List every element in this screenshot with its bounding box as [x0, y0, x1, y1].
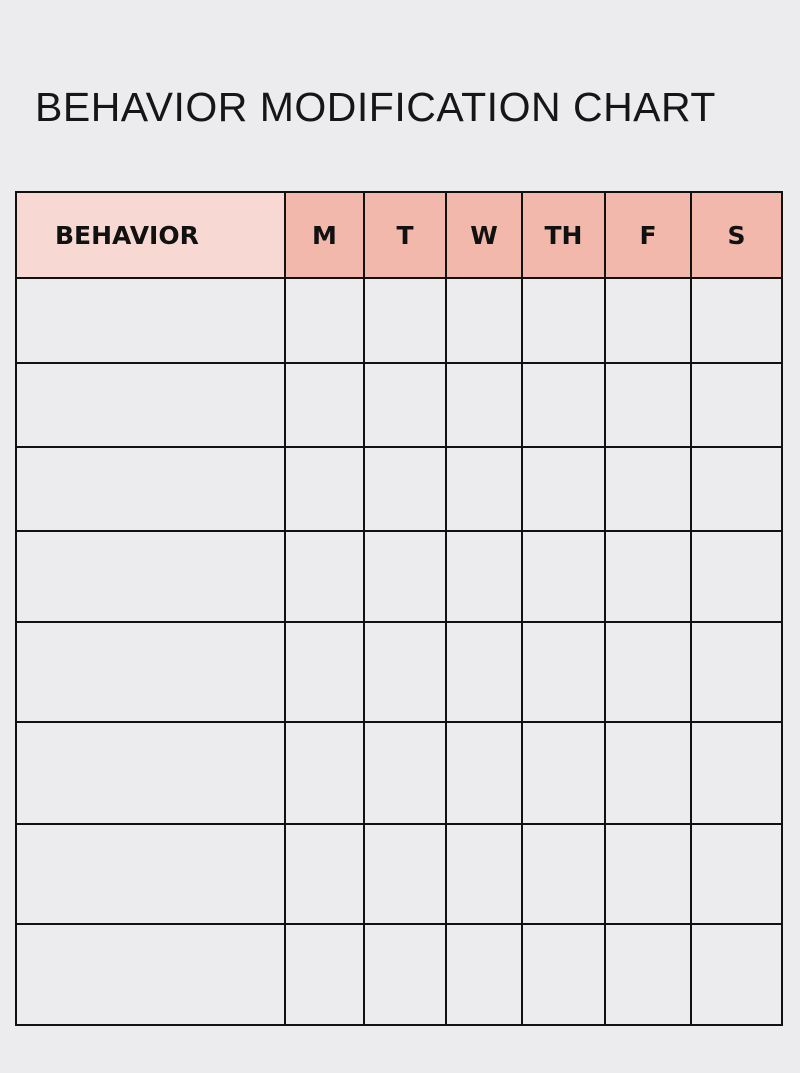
day-cell[interactable] — [690, 446, 783, 532]
day-cell[interactable] — [690, 277, 783, 364]
day-cell[interactable] — [284, 923, 365, 1026]
table-row — [15, 446, 783, 532]
table-row — [15, 823, 783, 925]
behavior-cell[interactable] — [15, 530, 286, 623]
table-row — [15, 362, 783, 448]
day-cell[interactable] — [445, 446, 523, 532]
day-cell[interactable] — [363, 530, 447, 623]
day-cell[interactable] — [363, 823, 447, 925]
day-cell[interactable] — [604, 923, 692, 1026]
day-cell[interactable] — [521, 721, 606, 825]
day-cell[interactable] — [445, 923, 523, 1026]
day-cell[interactable] — [284, 621, 365, 723]
page-title: BEHAVIOR MODIFICATION CHART — [35, 84, 716, 130]
header-wednesday: W — [445, 191, 523, 279]
day-cell[interactable] — [604, 621, 692, 723]
behavior-cell[interactable] — [15, 923, 286, 1026]
day-cell[interactable] — [363, 621, 447, 723]
header-tuesday: T — [363, 191, 447, 279]
header-thursday: TH — [521, 191, 606, 279]
day-cell[interactable] — [445, 823, 523, 925]
day-cell[interactable] — [604, 530, 692, 623]
day-cell[interactable] — [690, 823, 783, 925]
day-cell[interactable] — [284, 362, 365, 448]
header-saturday: S — [690, 191, 783, 279]
day-cell[interactable] — [363, 721, 447, 825]
day-cell[interactable] — [604, 721, 692, 825]
behavior-cell[interactable] — [15, 446, 286, 532]
day-cell[interactable] — [521, 362, 606, 448]
day-cell[interactable] — [690, 362, 783, 448]
day-cell[interactable] — [363, 446, 447, 532]
behavior-chart-table: BEHAVIOR M T W TH F S — [15, 191, 783, 1026]
behavior-cell[interactable] — [15, 621, 286, 723]
day-cell[interactable] — [284, 277, 365, 364]
day-cell[interactable] — [284, 446, 365, 532]
day-cell[interactable] — [604, 277, 692, 364]
day-cell[interactable] — [445, 530, 523, 623]
day-cell[interactable] — [284, 530, 365, 623]
day-cell[interactable] — [445, 621, 523, 723]
header-monday: M — [284, 191, 365, 279]
behavior-cell[interactable] — [15, 721, 286, 825]
day-cell[interactable] — [521, 621, 606, 723]
day-cell[interactable] — [284, 721, 365, 825]
day-cell[interactable] — [445, 362, 523, 448]
behavior-cell[interactable] — [15, 277, 286, 364]
day-cell[interactable] — [363, 277, 447, 364]
day-cell[interactable] — [521, 530, 606, 623]
day-cell[interactable] — [363, 923, 447, 1026]
table-row — [15, 923, 783, 1026]
table-row — [15, 721, 783, 825]
day-cell[interactable] — [690, 923, 783, 1026]
day-cell[interactable] — [521, 823, 606, 925]
day-cell[interactable] — [284, 823, 365, 925]
day-cell[interactable] — [604, 446, 692, 532]
day-cell[interactable] — [445, 721, 523, 825]
day-cell[interactable] — [690, 530, 783, 623]
day-cell[interactable] — [604, 362, 692, 448]
table-row — [15, 277, 783, 364]
day-cell[interactable] — [604, 823, 692, 925]
day-cell[interactable] — [690, 621, 783, 723]
behavior-cell[interactable] — [15, 362, 286, 448]
day-cell[interactable] — [521, 923, 606, 1026]
day-cell[interactable] — [690, 721, 783, 825]
header-row: BEHAVIOR M T W TH F S — [15, 191, 783, 279]
table-row — [15, 621, 783, 723]
table-row — [15, 530, 783, 623]
day-cell[interactable] — [521, 446, 606, 532]
header-friday: F — [604, 191, 692, 279]
header-behavior: BEHAVIOR — [15, 191, 286, 279]
behavior-cell[interactable] — [15, 823, 286, 925]
day-cell[interactable] — [521, 277, 606, 364]
day-cell[interactable] — [445, 277, 523, 364]
day-cell[interactable] — [363, 362, 447, 448]
